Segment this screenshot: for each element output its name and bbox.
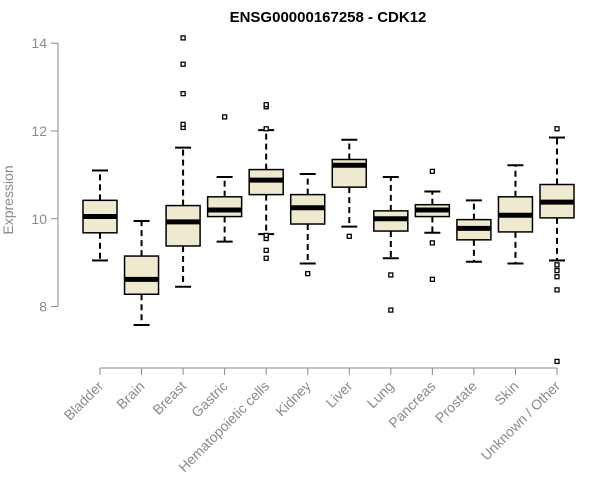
outlier-point (554, 262, 560, 268)
x-tick-label: Skin (491, 378, 522, 409)
outlier-point (263, 247, 269, 254)
outlier-point (429, 276, 436, 282)
outlier-point (429, 240, 436, 246)
outlier-point (554, 287, 560, 293)
box-group (82, 169, 118, 262)
box-group (165, 35, 201, 288)
box-series (82, 35, 575, 365)
box-group (414, 168, 451, 282)
box-group (539, 126, 575, 365)
box-group (123, 219, 160, 326)
box-group (373, 176, 409, 313)
outlier-point (388, 272, 394, 278)
outlier-point (554, 274, 560, 280)
x-tick-label: Kidney (272, 378, 314, 420)
box-group (289, 172, 326, 277)
box-group (331, 138, 368, 239)
y-axis-label: Expression (0, 165, 16, 234)
chart-title: ENSG00000167258 - CDK12 (230, 9, 427, 26)
outlier-point (263, 126, 269, 132)
outlier-point (305, 270, 311, 277)
outlier-point (554, 358, 560, 365)
box-iqr (123, 255, 160, 296)
y-tick-label: 12 (31, 123, 47, 139)
x-tick-label: Breast (149, 378, 189, 418)
y-tick-label: 10 (31, 211, 47, 227)
box-iqr (206, 196, 243, 218)
x-tick-label: Lung (364, 378, 397, 411)
y-axis: 8 10 12 14 (31, 35, 59, 315)
x-tick-label: Unknown / Other (478, 378, 564, 464)
x-tick-label: Brain (113, 378, 147, 412)
x-tick-label: Liver (323, 378, 356, 411)
x-tick-label: Prostate (432, 378, 480, 426)
box-iqr (165, 204, 201, 247)
outlier-point (221, 114, 228, 120)
outlier-point (180, 90, 186, 97)
outlier-point (388, 307, 394, 313)
outlier-point (429, 168, 436, 174)
outlier-point (263, 255, 269, 261)
outlier-point (554, 267, 560, 274)
outlier-point (263, 101, 269, 108)
box-group (248, 101, 284, 261)
x-tick-label: Bladder (61, 378, 107, 424)
outlier-point (180, 61, 186, 67)
box-group (206, 114, 243, 243)
box-group (456, 199, 492, 263)
box-group (497, 164, 534, 265)
outlier-point (180, 35, 186, 41)
y-tick-label: 8 (39, 299, 47, 315)
outlier-point (554, 126, 560, 132)
outlier-point (180, 121, 186, 128)
outlier-point (263, 232, 269, 239)
outlier-point (346, 233, 352, 239)
y-tick-label: 14 (31, 35, 47, 51)
